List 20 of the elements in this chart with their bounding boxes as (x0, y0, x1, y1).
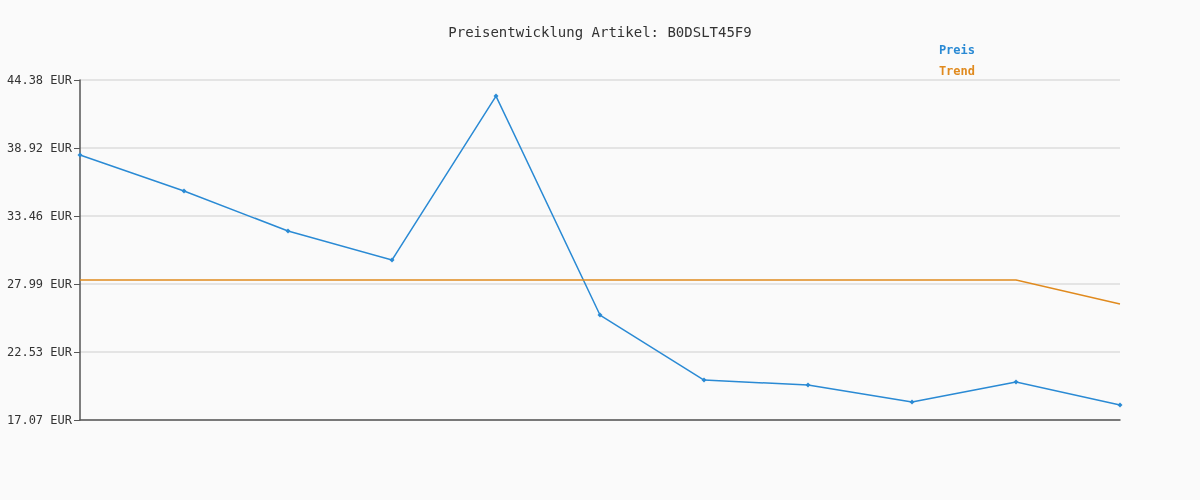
point (701, 377, 707, 383)
y-tick-label: 27.99 EUR (6, 277, 73, 292)
y-tick-label: 38.92 EUR (6, 140, 73, 155)
point (597, 312, 603, 318)
point (1117, 402, 1123, 408)
point (493, 93, 499, 99)
point (389, 257, 395, 263)
y-tick-label: 22.53 EUR (6, 345, 73, 360)
text: Trend (938, 64, 975, 78)
point (77, 152, 83, 158)
point (181, 188, 187, 194)
point (285, 228, 291, 234)
text: Preis (938, 43, 975, 57)
chart-title: Preisentwicklung Artikel: B0DSLT45F9 (448, 24, 752, 40)
y-tick-label: 44.38 EUR (6, 73, 73, 87)
y-tick-label: 17.07 EUR (6, 413, 73, 427)
y-tick-label: 33.46 EUR (6, 208, 73, 223)
point (1013, 379, 1019, 385)
point (909, 399, 915, 405)
point (805, 382, 811, 388)
